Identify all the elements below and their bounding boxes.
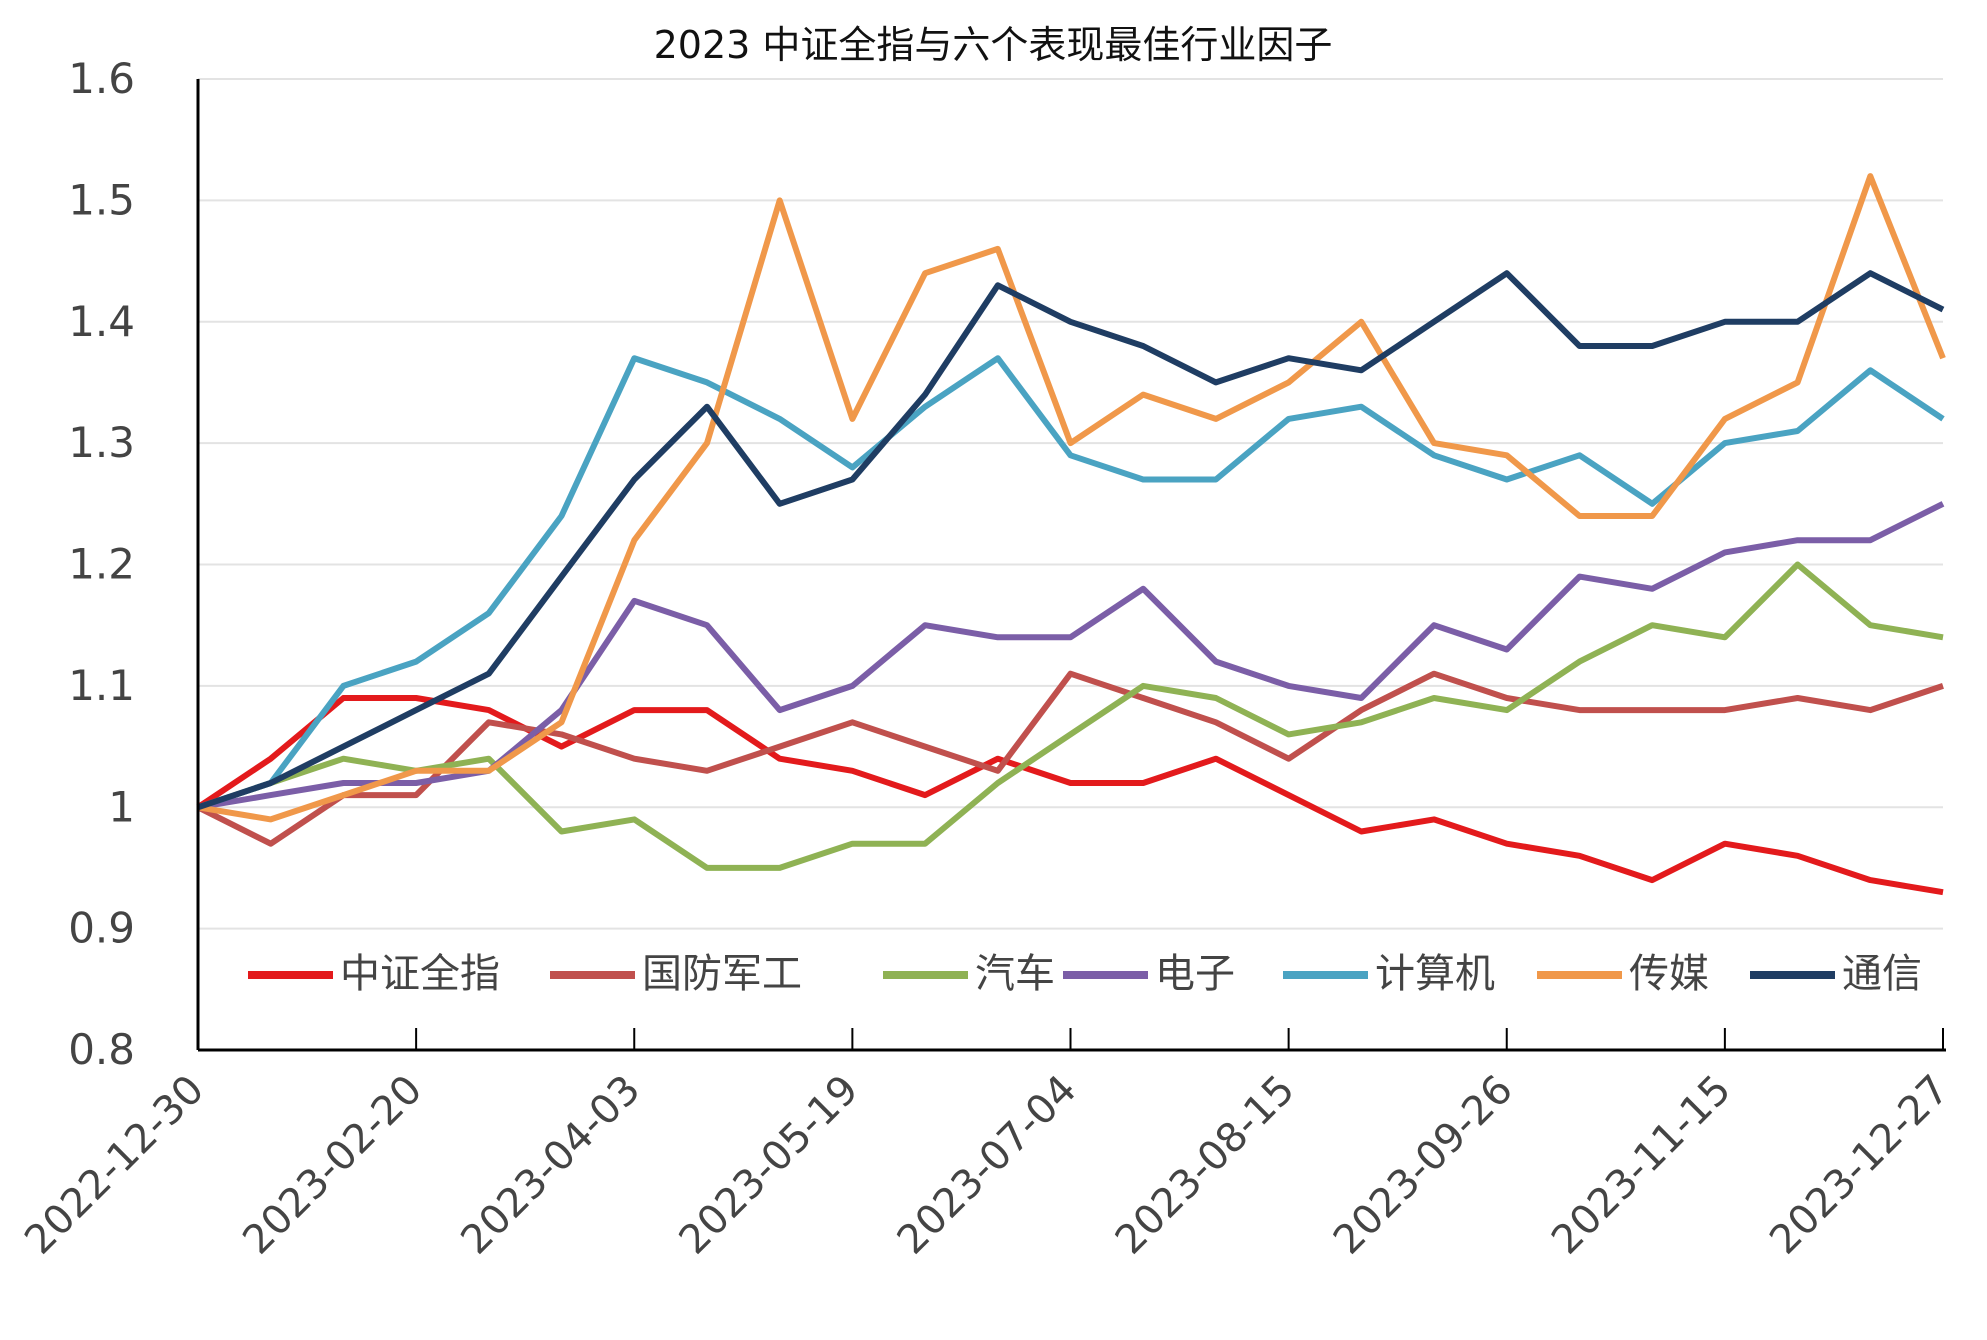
legend-label: 中证全指 [340, 951, 500, 997]
legend-label: 通信 [1842, 951, 1922, 997]
legend: 中证全指 国防军工 汽车 电子 计算机 传媒 通信 [248, 951, 1922, 997]
series-line-6 [197, 270, 1945, 811]
y-tick-label: 1.5 [68, 175, 135, 224]
x-axis-ticks: 2022-12-30 2023-02-20 2023-04-03 2023-05-19… [16, 1028, 1958, 1263]
x-tick-label: 2023-08-15 [1107, 1067, 1304, 1264]
chart-title: 2023 中证全指与六个表现最佳行业因子 [654, 23, 1333, 67]
x-tick-label: 2023-02-20 [234, 1067, 431, 1264]
y-tick-label: 1.1 [68, 661, 135, 710]
y-tick-label: 1.4 [68, 297, 135, 346]
gridlines [198, 78, 1943, 930]
series-line-1 [196, 670, 1944, 847]
legend-label: 计算机 [1375, 951, 1495, 997]
y-tick-label: 0.8 [68, 1025, 135, 1074]
series-line-2 [197, 561, 1944, 871]
x-tick-label: 2022-12-30 [16, 1067, 213, 1264]
series-lines [196, 173, 1946, 896]
x-tick-label: 2023-07-04 [889, 1067, 1086, 1264]
x-tick-label: 2023-12-27 [1761, 1067, 1958, 1264]
x-tick-label: 2023-09-26 [1325, 1067, 1522, 1264]
y-tick-label: 1.3 [68, 418, 135, 467]
legend-label: 汽车 [975, 951, 1055, 997]
y-tick-label: 0.9 [68, 904, 135, 953]
x-tick-label: 2023-05-19 [671, 1067, 868, 1264]
x-tick-label: 2023-11-15 [1543, 1067, 1740, 1264]
series-line-4 [197, 355, 1945, 811]
legend-label: 国防军工 [642, 951, 802, 997]
y-tick-label: 1.2 [68, 540, 135, 589]
y-tick-label: 1 [108, 782, 135, 831]
series-line-5 [197, 173, 1946, 823]
x-tick-label: 2023-04-03 [452, 1067, 649, 1264]
legend-label: 电子 [1155, 951, 1235, 997]
y-tick-label: 1.6 [68, 54, 135, 103]
y-axis-ticks: 0.8 0.9 1 1.1 1.2 1.3 1.4 1.5 1.6 [68, 54, 135, 1074]
series-line-0 [196, 695, 1944, 896]
legend-label: 传媒 [1629, 951, 1709, 997]
